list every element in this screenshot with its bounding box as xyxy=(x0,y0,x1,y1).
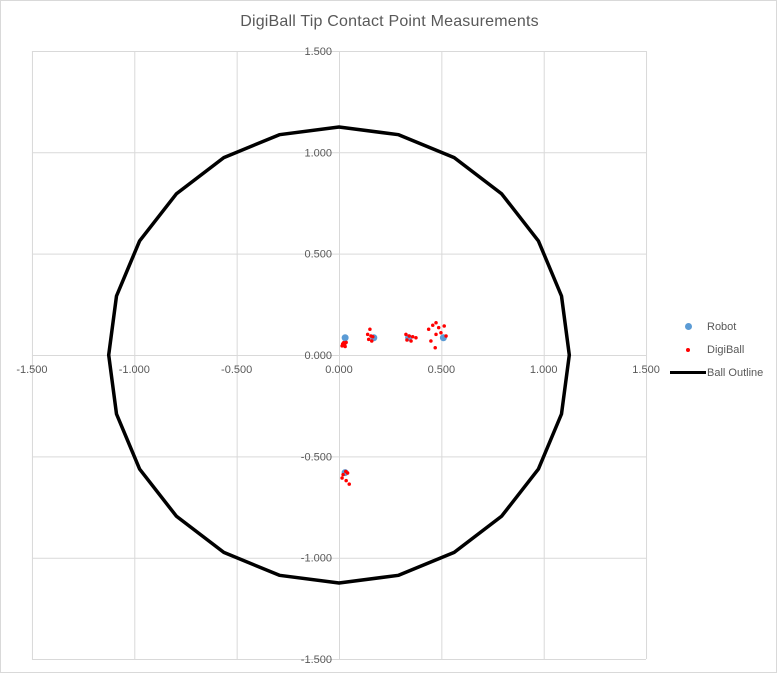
digiball-data-point[interactable] xyxy=(404,332,408,337)
legend: Robot DigiBall Ball Outline xyxy=(669,318,775,381)
digiball-data-point[interactable] xyxy=(433,345,437,350)
y-axis-tick-label: 1.000 xyxy=(304,147,332,159)
digiball-data-point[interactable] xyxy=(345,471,350,475)
digiball-data-point[interactable] xyxy=(407,334,411,338)
digiball-data-point[interactable] xyxy=(434,332,438,337)
digiball-data-point[interactable] xyxy=(340,476,344,480)
digiball-data-point[interactable] xyxy=(405,338,409,342)
legend-label-digiball: DigiBall xyxy=(707,343,745,356)
legend-item-robot[interactable]: Robot xyxy=(669,318,775,335)
legend-item-ball-outline[interactable]: Ball Outline xyxy=(669,364,775,381)
ball-outline-line-marker-icon xyxy=(669,371,707,374)
chart-title: DigiBall Tip Contact Point Measurements xyxy=(240,13,539,30)
x-axis-tick-label: -0.500 xyxy=(221,364,252,376)
digiball-data-point[interactable] xyxy=(344,340,348,345)
digiball-data-point[interactable] xyxy=(347,482,351,486)
digiball-data-point[interactable] xyxy=(368,327,372,332)
digiball-dot-icon xyxy=(686,347,690,352)
digiball-data-point[interactable] xyxy=(366,337,371,342)
x-axis-tick-label: 1.000 xyxy=(530,364,558,376)
digiball-data-point[interactable] xyxy=(365,332,370,337)
legend-label-robot: Robot xyxy=(707,320,737,333)
digiball-data-point[interactable] xyxy=(442,324,446,328)
digiball-data-point[interactable] xyxy=(436,325,441,330)
robot-circle-marker-icon xyxy=(669,323,707,330)
digiball-data-point[interactable] xyxy=(344,478,348,483)
digiball-data-point[interactable] xyxy=(410,335,415,339)
ball-outline-line-icon xyxy=(670,371,706,374)
digiball-data-point[interactable] xyxy=(371,335,375,339)
digiball-data-point[interactable] xyxy=(439,330,443,335)
digiball-data-point[interactable] xyxy=(431,323,435,327)
digiball-data-point[interactable] xyxy=(343,344,347,349)
robot-data-point[interactable] xyxy=(341,334,349,342)
digiball-data-point[interactable] xyxy=(414,336,418,340)
digiball-data-point[interactable] xyxy=(444,334,448,338)
y-axis-tick-label: -1.000 xyxy=(301,553,332,565)
x-axis-tick-label: 0.500 xyxy=(428,364,456,376)
robot-dot-icon xyxy=(684,323,692,330)
digiball-data-point[interactable] xyxy=(340,344,344,348)
y-axis-tick-label: 0.500 xyxy=(304,249,332,261)
y-axis-tick-label: -1.500 xyxy=(301,654,332,666)
x-axis-tick-label: 0.000 xyxy=(325,364,353,376)
x-axis-tick-label: -1.500 xyxy=(16,364,47,376)
y-axis-tick-label: -0.500 xyxy=(301,451,332,463)
digiball-data-point[interactable] xyxy=(434,321,438,325)
x-axis-tick-label: -1.000 xyxy=(119,364,150,376)
digiball-data-point[interactable] xyxy=(429,339,433,343)
digiball-data-point[interactable] xyxy=(341,472,345,477)
legend-label-ball-outline: Ball Outline xyxy=(707,366,764,379)
digiball-data-point[interactable] xyxy=(426,327,431,332)
digiball-data-point[interactable] xyxy=(370,339,374,343)
ball-outline-line[interactable] xyxy=(106,125,572,585)
digiball-dot-marker-icon xyxy=(669,347,707,352)
y-axis-tick-label: 0.000 xyxy=(304,350,332,362)
legend-item-digiball[interactable]: DigiBall xyxy=(669,341,775,358)
y-axis-tick-label: 1.500 xyxy=(304,46,332,58)
digiball-data-point[interactable] xyxy=(409,339,413,343)
x-axis-tick-label: 1.500 xyxy=(632,364,660,376)
